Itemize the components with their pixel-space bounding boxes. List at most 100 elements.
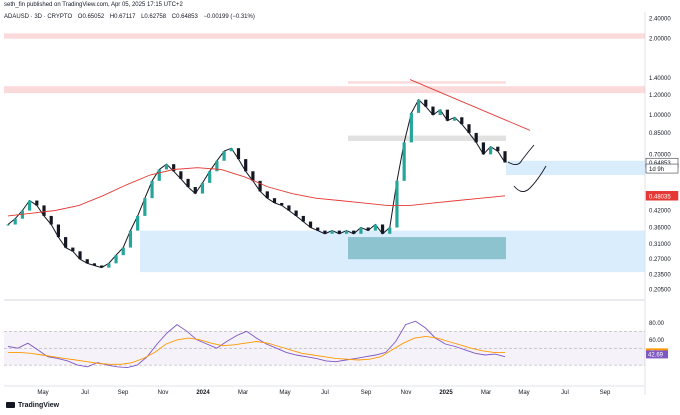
candle [330, 230, 334, 234]
candle [503, 151, 507, 163]
candle [85, 259, 89, 264]
y-tick-label: 1d 9h [649, 167, 664, 173]
candle [186, 178, 190, 188]
projection-path-up [507, 144, 535, 165]
rsi-tick-label: 42.69 [648, 353, 664, 359]
candle [337, 230, 341, 234]
candle [215, 160, 219, 172]
zone-resistance [348, 81, 506, 84]
candle [359, 227, 363, 234]
moving-average-line [7, 167, 506, 217]
candle [316, 227, 320, 231]
candle [280, 202, 284, 206]
x-tick-label: May [279, 390, 290, 396]
candle [13, 218, 17, 225]
x-tick-label: Mar [238, 390, 248, 396]
symbol-name: ADAUSD · 3D · CRYPTO [4, 14, 73, 20]
y-tick-label: 0.23500 [649, 272, 671, 278]
y-tick-label: 0.20500 [649, 287, 671, 293]
candle [424, 99, 428, 107]
tradingview-logo-icon [6, 402, 15, 408]
change-value: −0.00199 (−0.31%) [203, 14, 255, 20]
candle [193, 187, 197, 194]
candle [78, 251, 82, 260]
candle [431, 106, 435, 116]
candle [287, 205, 291, 211]
zone-support [506, 160, 645, 176]
candle [114, 255, 118, 264]
y-tick-label: 0.70000 [649, 152, 671, 158]
rsi-tick-label: 60.00 [649, 338, 665, 344]
candle [352, 230, 356, 234]
candle [208, 171, 212, 183]
x-tick-label: Jul [81, 390, 89, 396]
candle [301, 215, 305, 222]
candle [121, 247, 125, 256]
y-tick-label: 2.40000 [649, 17, 671, 23]
x-tick-label: Nov [158, 390, 169, 396]
candle [42, 205, 46, 216]
candle [200, 182, 205, 194]
x-tick-label: Jul [321, 390, 329, 396]
y-tick-label: 1.40000 [649, 76, 671, 82]
candle [222, 151, 226, 161]
candle [100, 265, 104, 268]
resistance-trendline [409, 79, 531, 131]
x-tick-label: 2025 [439, 390, 453, 396]
projection-path-down [513, 165, 547, 192]
candle [92, 263, 97, 266]
candle [172, 164, 176, 172]
candle [474, 132, 478, 143]
rsi-ma-line [8, 335, 505, 365]
candle [445, 109, 449, 121]
candle [128, 230, 133, 248]
rsi-tick-label: 80.00 [649, 321, 665, 327]
candle [467, 124, 471, 133]
candle [56, 224, 61, 238]
candle [107, 263, 111, 268]
low-value: L0.62758 [141, 14, 167, 20]
candle [308, 221, 313, 228]
x-tick-label: Jul [561, 390, 569, 396]
candle [460, 117, 464, 125]
zone-support_strong [348, 237, 506, 260]
y-tick-label: 2.00000 [649, 37, 671, 43]
close-value: C0.64853 [171, 14, 198, 20]
y-tick-label: 0.31000 [649, 242, 671, 248]
brand-name: TradingView [18, 402, 60, 409]
zone-resistance [4, 86, 645, 94]
candle [488, 146, 493, 155]
candle [136, 215, 140, 231]
y-tick-label: 0.36000 [649, 226, 671, 232]
candle [258, 180, 262, 192]
x-tick-label: 2024 [196, 390, 210, 396]
candle [388, 227, 392, 234]
x-tick-label: Sep [600, 390, 611, 396]
candle [71, 247, 75, 252]
x-tick-label: May [518, 390, 529, 396]
y-tick-label: 0.42000 [649, 209, 671, 215]
candle [251, 171, 255, 181]
candle [395, 180, 399, 228]
candle [244, 159, 248, 172]
brand: TradingView [6, 402, 59, 409]
candle [6, 224, 10, 226]
candle [438, 109, 442, 116]
y-tick-label: 0.85000 [649, 131, 671, 137]
zone-resistance [4, 33, 645, 39]
candle [344, 230, 349, 234]
candle [64, 237, 68, 248]
price-tag [645, 191, 679, 201]
candle [49, 215, 53, 225]
candle [402, 142, 406, 181]
y-tick-label: 1.00000 [649, 113, 671, 119]
candle [294, 210, 298, 216]
candle [179, 171, 183, 179]
candle [373, 224, 377, 231]
high-value: H0.67117 [109, 14, 136, 20]
candle [35, 200, 39, 206]
zone-neutral [348, 135, 506, 141]
price-series-line [7, 98, 506, 269]
